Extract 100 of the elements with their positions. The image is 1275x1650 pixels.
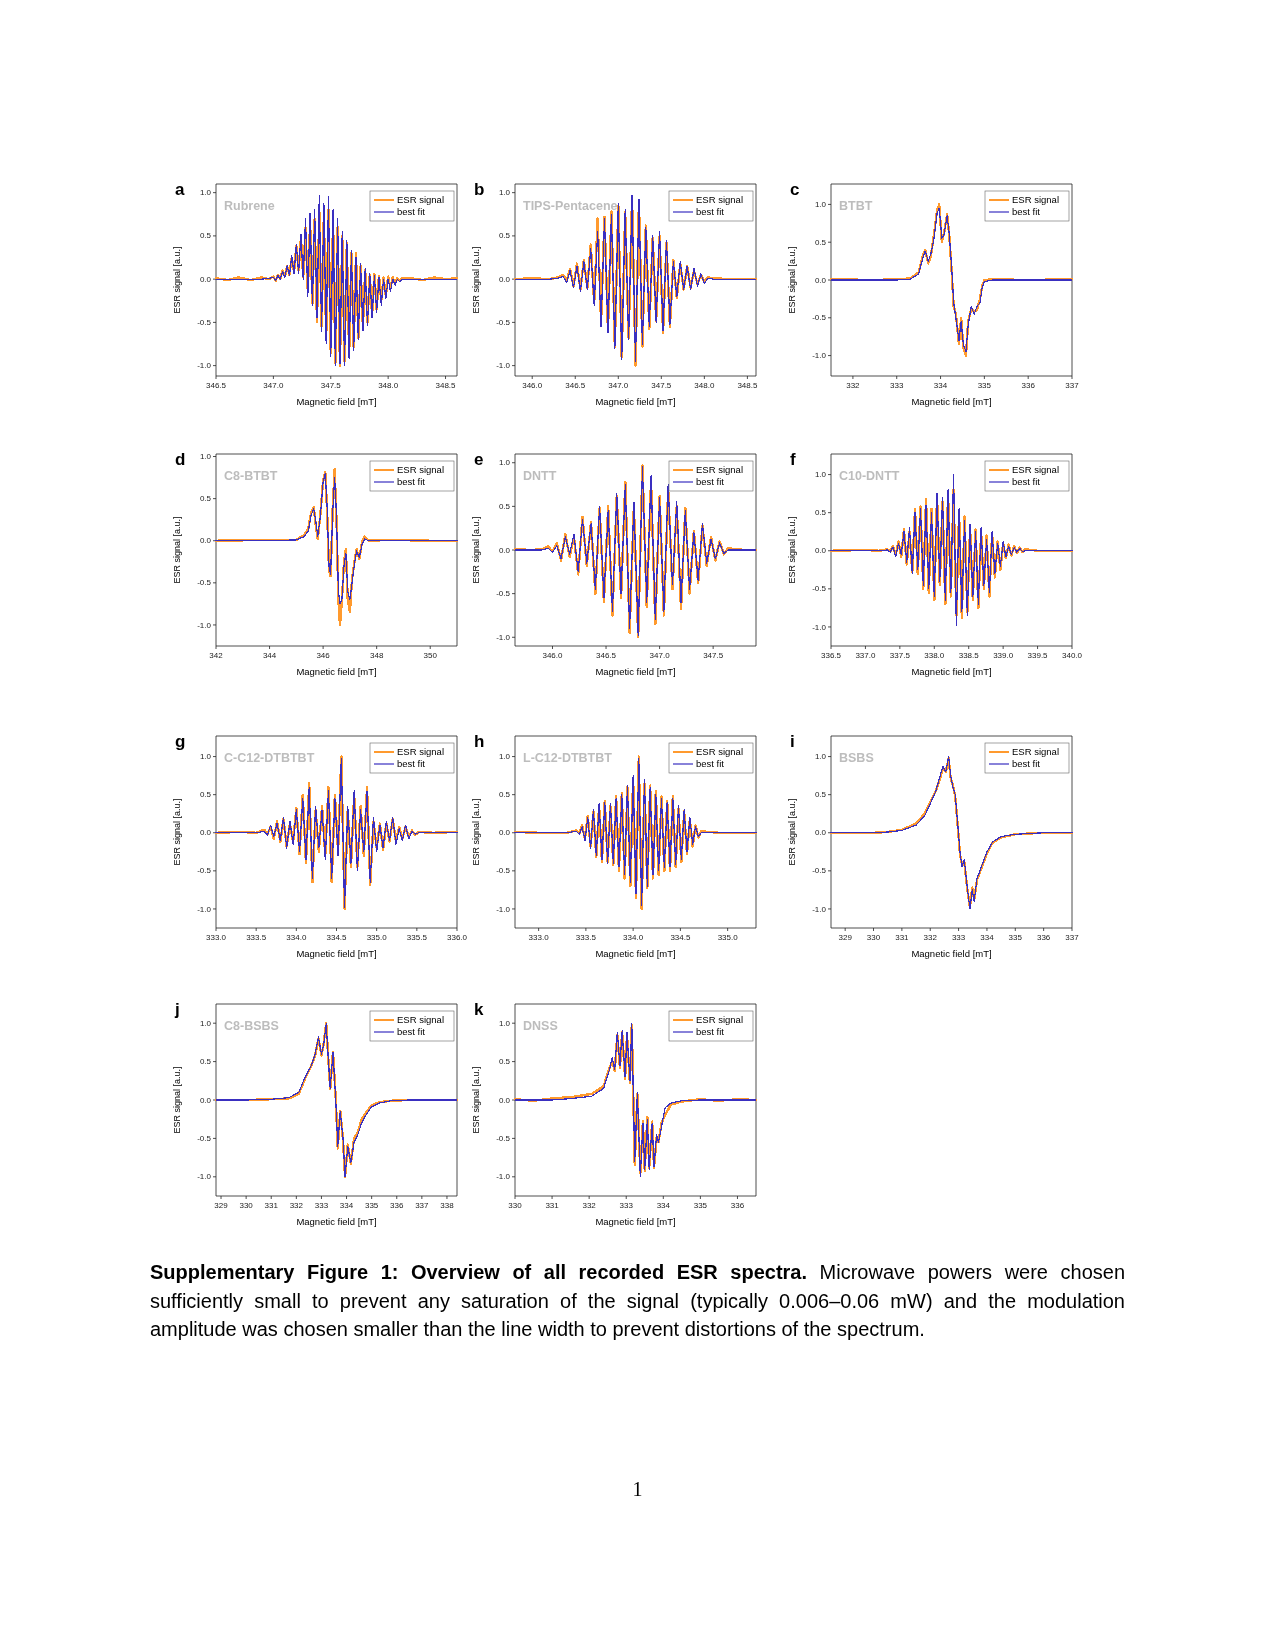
y-tick-label: 1.0	[814, 470, 827, 480]
x-tick-label: 348.5	[435, 381, 457, 390]
y-axis-title: ESR signal [a.u.]	[787, 246, 797, 314]
y-tick-label: 0.5	[199, 1057, 212, 1067]
y-tick-label: 1.0	[199, 188, 212, 198]
x-tick-label: 329	[214, 1201, 229, 1210]
y-axis-title: ESR signal [a.u.]	[471, 1066, 481, 1134]
y-axis-title: ESR signal [a.u.]	[471, 246, 481, 314]
x-axis-title: Magnetic field [mT]	[296, 1216, 377, 1227]
chart-title: a	[175, 180, 185, 199]
text: Supplementary Figure 1: Overview of all recorded ESR spectra. Microwave powers were chosen sufficiently small to prevent any saturation of the signal (typically 0.006–0.06 mW) and the modulation amplitude was chosen smaller than the line width to prevent distortions of the spectrum.	[150, 1260, 1126, 1342]
x-tick-label: 334	[980, 933, 995, 942]
x-tick-label: 334.0	[623, 933, 644, 942]
chart-title: h	[474, 732, 485, 751]
chart-title: d	[175, 450, 186, 469]
y-tick-label: 1.0	[199, 752, 212, 762]
legend-label: best fit	[696, 1026, 725, 1038]
x-tick-label: 334.0	[286, 933, 307, 942]
legend-label: best fit	[397, 206, 426, 218]
legend-label: ESR signal	[397, 746, 444, 758]
legend-label: ESR signal	[696, 464, 743, 476]
x-tick-label: 335.0	[717, 933, 739, 942]
x-tick-label: 330	[866, 933, 881, 942]
x-tick-label: 350	[423, 651, 438, 660]
x-tick-label: 336.0	[446, 933, 468, 942]
x-tick-label: 347.5	[651, 381, 672, 390]
x-tick-label: 348.5	[737, 381, 758, 390]
y-tick-label: 1.0	[199, 452, 212, 462]
x-tick-label: 346.5	[596, 651, 617, 660]
x-tick-label: 333.0	[205, 933, 227, 942]
x-tick-label: 333.5	[246, 933, 267, 942]
x-tick-label: 336	[730, 1201, 745, 1210]
chart-title: k	[474, 1000, 484, 1019]
x-tick-label: 333	[314, 1201, 329, 1210]
x-tick-label: 347.0	[263, 381, 284, 390]
legend-label: best fit	[696, 476, 725, 488]
y-axis-title: ESR signal [a.u.]	[172, 798, 182, 866]
legend-label: best fit	[1012, 206, 1041, 218]
y-tick-label: -1.0	[812, 351, 827, 361]
chart-title: c	[790, 180, 800, 199]
x-tick-label: 331	[545, 1201, 560, 1210]
y-tick-label: 0.0	[814, 275, 827, 285]
x-axis-title: Magnetic field [mT]	[296, 948, 377, 959]
x-tick-label: 331	[264, 1201, 279, 1210]
y-tick-label: 0.5	[814, 237, 827, 247]
y-tick-label: -1.0	[812, 904, 827, 914]
chart-title: f	[790, 450, 796, 469]
x-axis-title: Magnetic field [mT]	[595, 1216, 676, 1227]
y-tick-label: 0.0	[199, 274, 212, 284]
y-tick-label: -0.5	[496, 317, 511, 327]
x-tick-label: 332	[846, 381, 861, 390]
annotation: DNTT	[523, 469, 557, 483]
chart-title: i	[790, 732, 795, 751]
y-tick-label: 0.5	[498, 790, 511, 800]
x-tick-label: 348.0	[378, 381, 399, 390]
legend-label: best fit	[1012, 476, 1041, 488]
y-tick-label: -0.5	[197, 317, 212, 327]
x-tick-label: 332	[289, 1201, 304, 1210]
y-axis-title: ESR signal [a.u.]	[172, 1066, 182, 1134]
legend-label: ESR signal	[1012, 464, 1059, 476]
legend-label: ESR signal	[696, 746, 743, 758]
y-tick-label: -0.5	[197, 1133, 212, 1143]
x-tick-label: 330	[508, 1201, 523, 1210]
y-tick-label: 0.5	[199, 494, 212, 504]
legend-label: best fit	[397, 476, 426, 488]
y-tick-label: 1.0	[498, 458, 511, 468]
y-tick-label: -1.0	[812, 622, 827, 632]
x-axis-title: Magnetic field [mT]	[911, 666, 992, 677]
x-tick-label: 340.0	[1061, 651, 1083, 660]
x-tick-label: 339.0	[993, 651, 1014, 660]
y-tick-label: 1.0	[498, 188, 511, 198]
legend-label: best fit	[696, 758, 725, 770]
y-tick-label: -1.0	[496, 632, 511, 642]
annotation: C8-BTBT	[224, 469, 278, 483]
legend-label: best fit	[696, 206, 725, 218]
legend-label: ESR signal	[696, 1014, 743, 1026]
x-tick-label: 335.0	[366, 933, 388, 942]
y-tick-label: 1.0	[498, 752, 511, 762]
legend-label: ESR signal	[397, 464, 444, 476]
x-tick-label: 331	[895, 933, 910, 942]
chart-title: g	[175, 732, 186, 751]
x-tick-label: 346.5	[205, 381, 227, 390]
y-tick-label: -1.0	[496, 904, 511, 914]
y-tick-label: 0.5	[814, 790, 827, 800]
legend-label: best fit	[1012, 758, 1041, 770]
x-tick-label: 346.5	[565, 381, 586, 390]
x-tick-label: 335.5	[406, 933, 428, 942]
legend-label: ESR signal	[397, 194, 444, 206]
annotation: C10-DNTT	[839, 469, 900, 483]
x-tick-label: 333.0	[528, 933, 550, 942]
x-tick-label: 335	[977, 381, 992, 390]
y-tick-label: -1.0	[496, 361, 511, 371]
chart-title: e	[474, 450, 484, 469]
x-tick-label: 333	[619, 1201, 634, 1210]
legend-label: best fit	[397, 758, 426, 770]
x-tick-label: 336	[1036, 933, 1051, 942]
y-tick-label: -1.0	[197, 620, 212, 630]
x-tick-label: 336	[1021, 381, 1036, 390]
x-tick-label: 333	[951, 933, 966, 942]
x-tick-label: 338	[440, 1201, 455, 1210]
